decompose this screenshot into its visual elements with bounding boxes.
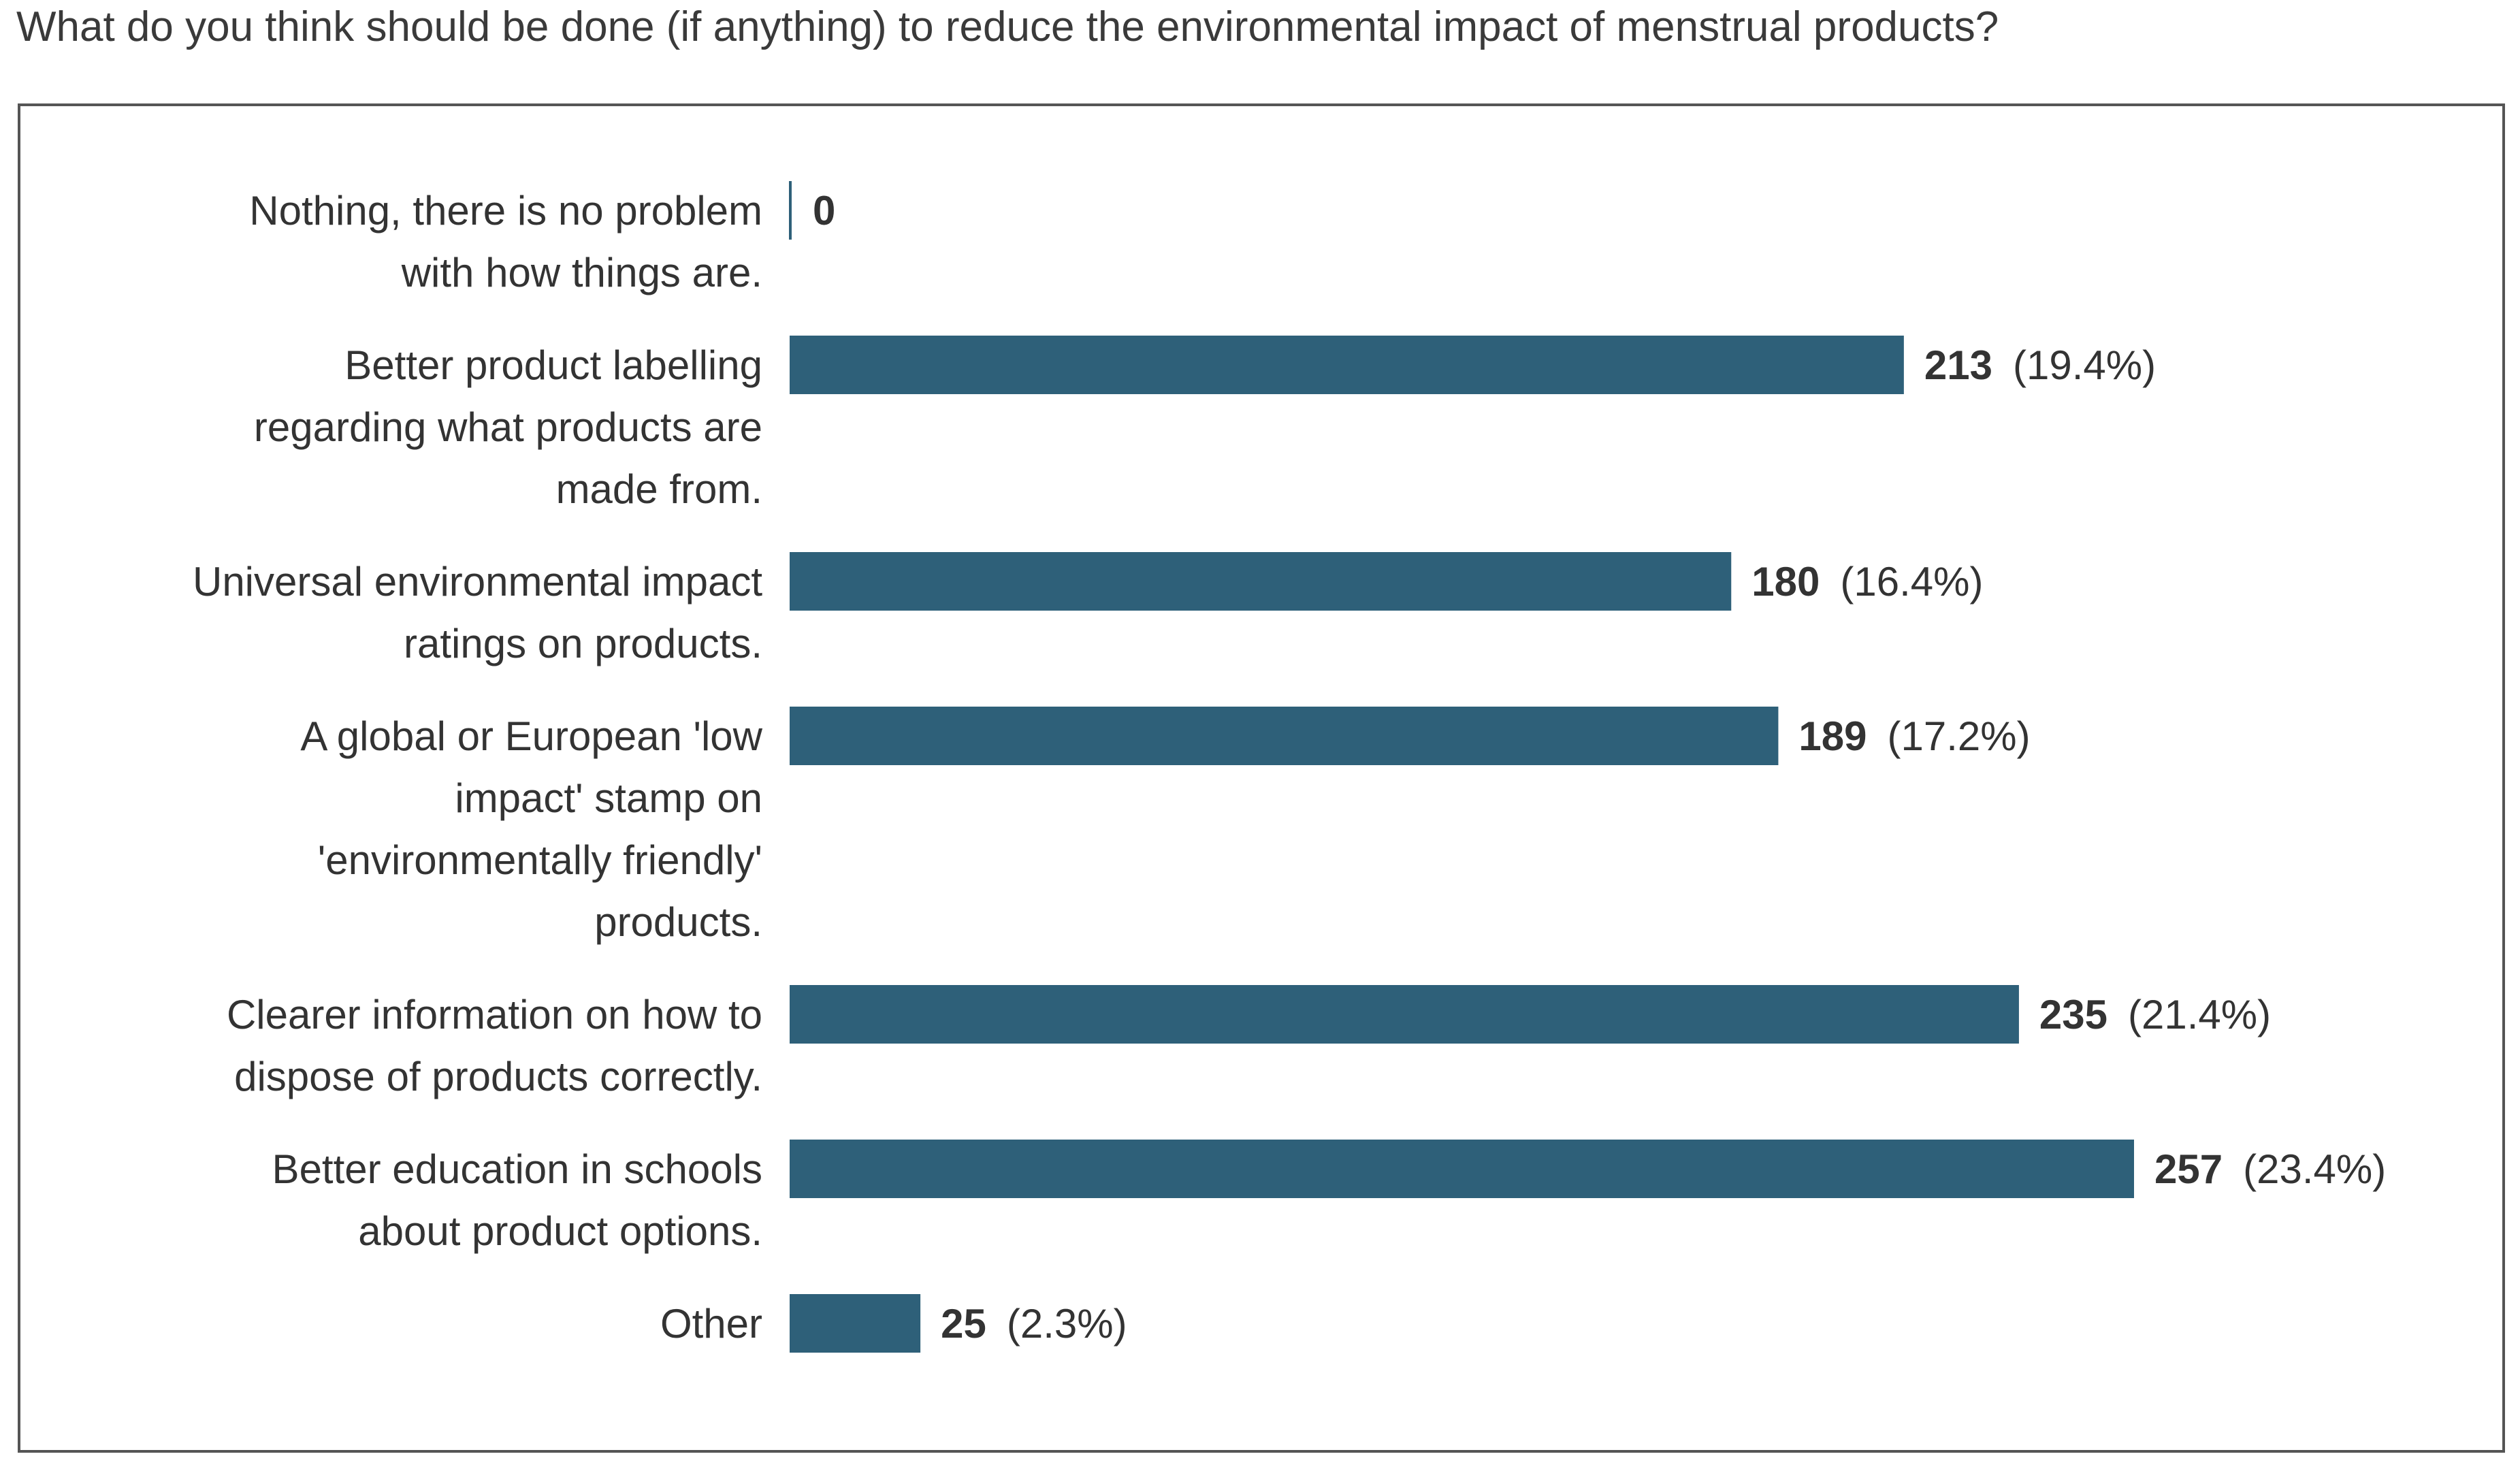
value-label: 235 (21.4%) [2039,992,2271,1037]
category-label: Better product labelling regarding what p… [254,342,762,512]
value-label: 0 [813,188,835,233]
bar [790,707,1779,765]
category-label: Universal environmental impact ratings on… [193,559,762,666]
bar [790,336,1904,394]
category-label: Clearer information on how to dispose of … [227,992,762,1099]
category-label: Nothing, there is no problem with how thi… [249,188,762,295]
value-label: 25 (2.3%) [941,1301,1127,1347]
question-title: What do you think should be done (if any… [16,3,1999,50]
value-label: 189 (17.2%) [1798,713,2030,759]
bar-chart: Nothing, there is no problem with how thi… [193,181,2386,1353]
category-label: Better education in schools about product… [272,1146,762,1254]
value-label: 213 (19.4%) [1924,342,2156,388]
bar [790,1140,2134,1198]
category-label: Other [660,1301,762,1347]
category-label: A global or European 'low impact' stamp o… [300,713,762,945]
bar [790,1294,921,1353]
bar [790,985,2019,1044]
value-label: 180 (16.4%) [1751,559,1983,604]
chart-panel: Nothing, there is no problem with how thi… [18,103,2505,1453]
value-label: 257 (23.4%) [2154,1146,2386,1192]
bar [790,552,1732,611]
